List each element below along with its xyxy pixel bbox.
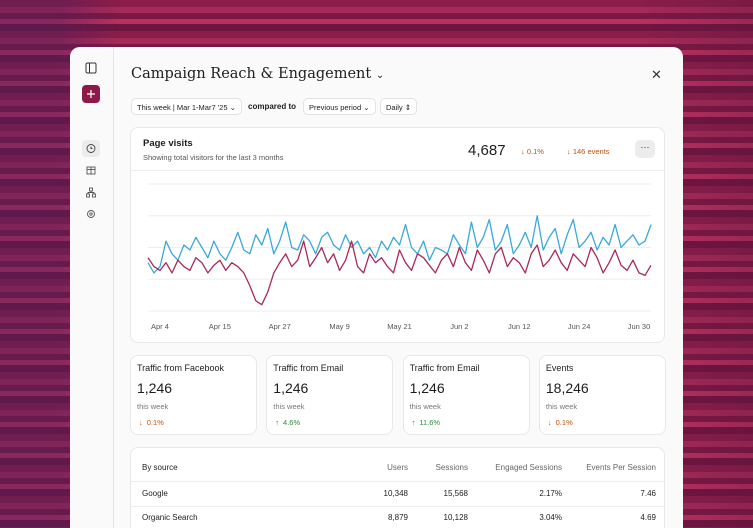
metric-change: ↓ 0.1% [548, 418, 573, 427]
column-header: By source [142, 463, 178, 472]
table-cell: 3.04% [539, 513, 562, 522]
chart-subtitle: Showing total visitors for the last 3 mo… [143, 153, 284, 162]
table-cell: 10,348 [383, 489, 408, 498]
metric-arrow: ↓ [547, 418, 552, 427]
x-tick-label: Jun 30 [628, 322, 651, 331]
x-tick-label: Apr 27 [269, 322, 291, 331]
total-change: ↓ 0.1% [521, 147, 544, 156]
column-header: Users [387, 463, 408, 472]
line-chart: Apr 4 Apr 15 Apr 27 May 9 May 21 Jun 2 Jun 12 J… [147, 183, 652, 331]
metric-value: 18,246 [545, 380, 589, 396]
table-cell: 8,879 [387, 513, 408, 522]
metric-title: Traffic from Email [273, 363, 344, 373]
metric-title: Events [545, 363, 574, 373]
metric-card: Traffic from Email 1,246 this week ↑ 11.6% [402, 355, 530, 435]
metric-title: Traffic from Facebook [137, 363, 225, 373]
table-cell: 4.69 [640, 513, 656, 522]
compare-period: Previous period [309, 103, 362, 112]
total: 4,687 [468, 142, 506, 159]
nav-icon-clock[interactable] [82, 140, 100, 157]
column-header: Sessions [435, 463, 468, 472]
metric-card: Events 18,246 this week ↓ 0.1% [538, 355, 666, 435]
sidebar-toggle[interactable] [85, 62, 97, 74]
metric-period: this week [137, 402, 169, 411]
metric-change-value: 0.1% [146, 418, 164, 427]
title-text: Campaign Reach & Engagement [131, 66, 372, 82]
row-divider [131, 481, 664, 482]
interval: Daily [386, 103, 403, 112]
metric-change: ↑ 4.6% [275, 418, 300, 427]
metric-change: ↑ 11.6% [412, 418, 440, 427]
table-cell: 10,128 [443, 513, 468, 522]
dialog-title: Campaign Reach & Engagement ⌄ [131, 66, 384, 82]
table-cell: 15,568 [443, 489, 468, 498]
x-tick-label: Apr 15 [209, 322, 231, 331]
chart-card: Page visits Showing total visitors for t… [130, 127, 665, 343]
x-tick-label: Apr 4 [151, 322, 169, 331]
metric-arrow: ↑ [275, 418, 280, 427]
row-divider [131, 506, 664, 507]
table-cell: 7.46 [640, 489, 656, 498]
metric-change: ↓ 0.1% [139, 418, 164, 427]
source-table: By source Users Sessions Engaged Sessions Ev… [130, 447, 665, 528]
column-header: Events Per Session [586, 463, 656, 472]
more-button[interactable]: ··· [635, 140, 655, 158]
interval-select[interactable]: Daily ⇕ [380, 98, 418, 115]
metric-value: 1,246 [137, 380, 173, 396]
nav-icon-network[interactable] [86, 187, 96, 198]
nav-icon-settings[interactable] [87, 210, 95, 218]
metric-value: 1,246 [409, 380, 445, 396]
metric-period: this week [409, 402, 441, 411]
dialog: Campaign Reach & Engagement ⌄ ✕ This wee… [70, 47, 683, 528]
nav-icon-table[interactable] [86, 166, 96, 175]
metric-value: 1,246 [273, 380, 309, 396]
metric-change-value: 4.6% [283, 418, 301, 427]
x-tick-label: May 9 [329, 322, 349, 331]
metric-card: Traffic from Email 1,246 this week ↑ 4.6% [266, 355, 394, 435]
close-button[interactable]: ✕ [651, 67, 662, 82]
events-value: 146 events [572, 147, 610, 156]
title-chevron[interactable]: ⌄ [375, 70, 385, 81]
series-line [147, 240, 652, 306]
metric-arrow: ↑ [411, 418, 416, 427]
metric-change-value: 11.6% [419, 418, 441, 427]
metric-period: this week [273, 402, 305, 411]
metric-title: Traffic from Email [409, 363, 480, 373]
compare-select[interactable]: Previous period ⌄ [303, 98, 376, 115]
series-line [147, 215, 652, 274]
metric-arrow: ↓ [139, 418, 143, 427]
x-tick-label: Jun 12 [508, 322, 531, 331]
chart-title: Page visits [143, 138, 193, 149]
compare-label: compared to [248, 102, 297, 111]
events-change: ↓ 146 events [567, 147, 610, 156]
x-tick-label: Jun 24 [568, 322, 591, 331]
metric-period: this week [545, 402, 578, 411]
table-cell: 2.17% [539, 489, 562, 498]
x-tick-label: Jun 2 [450, 322, 468, 331]
total-change-value: 0.1% [526, 147, 544, 156]
x-tick-label: May 21 [387, 322, 412, 331]
sidebar [70, 47, 114, 528]
metric-change-value: 0.1% [555, 418, 573, 427]
metric-card: Traffic from Facebook 1,246 this week ↓ 0.1% [130, 355, 257, 435]
add-button[interactable] [82, 85, 100, 103]
sidebar-icons [82, 62, 100, 218]
table-cell: Organic Search [142, 513, 198, 522]
divider [131, 170, 664, 171]
date-range: This week | Mar 1-Mar7 '25 [137, 103, 228, 112]
table-cell: Google [142, 489, 168, 498]
date-range-select[interactable]: This week | Mar 1-Mar7 '25 ⌄ [131, 98, 242, 115]
column-header: Engaged Sessions [495, 463, 562, 472]
